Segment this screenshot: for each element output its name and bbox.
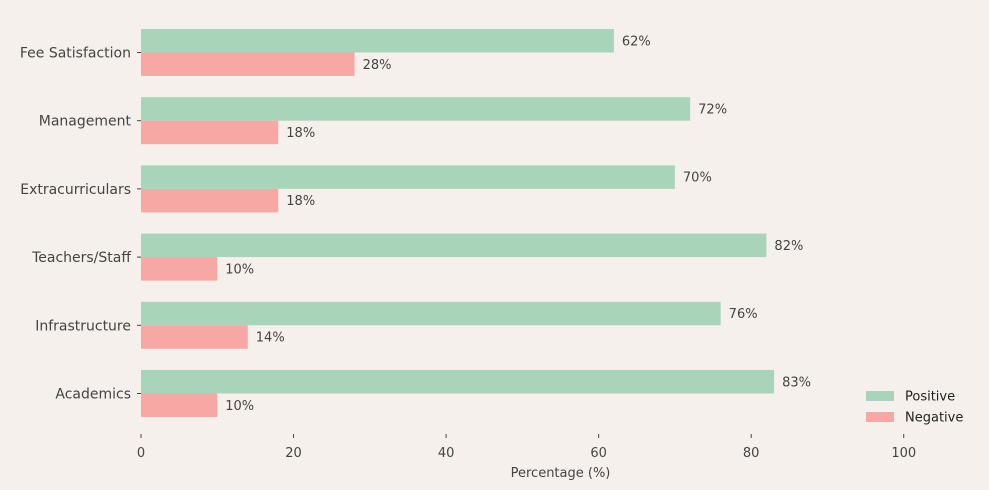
legend: Positive Negative	[866, 390, 963, 426]
legend-swatch-negative	[866, 412, 894, 422]
bar-negative-0	[141, 52, 355, 76]
data-label-positive-1: 72%	[698, 102, 727, 117]
category-label-4: Infrastructure	[35, 318, 131, 334]
category-label-1: Management	[39, 114, 132, 130]
category-labels: Fee Satisfaction Management Extracurricula…	[20, 46, 141, 403]
data-label-positive-5: 83%	[782, 375, 811, 390]
legend-swatch-positive	[866, 391, 894, 401]
bar-positive-1	[141, 97, 691, 121]
x-tick-label-1: 20	[285, 446, 302, 461]
bar-negative-5	[141, 393, 218, 417]
x-axis-title: Percentage (%)	[511, 466, 611, 481]
data-label-negative-3: 10%	[225, 262, 254, 277]
category-label-2: Extracurriculars	[20, 182, 131, 198]
x-axis: 0 20 40 60 80 100	[137, 434, 916, 461]
data-label-positive-4: 76%	[729, 307, 758, 322]
bar-negative-2	[141, 188, 279, 213]
legend-label-positive: Positive	[905, 390, 955, 405]
data-label-positive-2: 70%	[683, 171, 712, 186]
bar-positive-4	[141, 301, 721, 326]
x-tick-label-4: 80	[743, 446, 760, 461]
category-label-3: Teachers/Staff	[31, 250, 131, 266]
bar-negative-3	[141, 257, 218, 281]
data-label-negative-0: 28%	[363, 58, 392, 73]
data-label-negative-5: 10%	[225, 399, 254, 414]
legend-label-negative: Negative	[905, 411, 963, 426]
x-tick-label-5: 100	[891, 446, 916, 461]
bar-positive-5	[141, 370, 775, 394]
category-label-5: Academics	[55, 387, 131, 403]
data-label-positive-3: 82%	[774, 239, 803, 254]
bar-negative-4	[141, 325, 248, 349]
data-label-positive-0: 62%	[622, 34, 651, 49]
x-tick-label-0: 0	[137, 446, 145, 461]
bar-positive-0	[141, 29, 614, 53]
bars-group: 62% 28% 72% 18% 70% 18% 82% 10% 76% 14% 83% 10%	[141, 29, 811, 417]
x-tick-label-3: 60	[590, 446, 607, 461]
bar-positive-3	[141, 233, 767, 258]
category-label-0: Fee Satisfaction	[20, 46, 131, 62]
x-tick-label-2: 40	[438, 446, 455, 461]
data-label-negative-2: 18%	[286, 194, 315, 209]
bar-positive-2	[141, 165, 675, 189]
bar-negative-1	[141, 120, 279, 145]
data-label-negative-1: 18%	[286, 126, 315, 141]
data-label-negative-4: 14%	[256, 331, 285, 346]
